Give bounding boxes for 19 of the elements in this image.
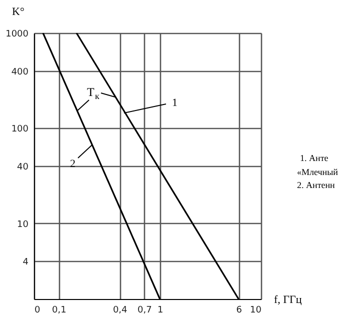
x-tick-label: 6 — [236, 306, 242, 316]
text: 2. Антенн — [297, 180, 336, 190]
y-tick-label: 10 — [17, 220, 29, 230]
x-tick-label: 0,7 — [138, 306, 152, 316]
x-tick-label: 10 — [250, 306, 262, 316]
y-tick-label: 400 — [11, 67, 29, 78]
x-tick-label: 0 — [34, 306, 40, 316]
y-tick-label: 100 — [11, 124, 29, 135]
legend-label: 1 — [172, 97, 178, 109]
y-axis-title: K° — [12, 6, 24, 18]
y-tick-label: 4 — [22, 258, 29, 268]
y-tick-label: 1000 — [6, 30, 29, 40]
text: 1. Анте — [300, 153, 328, 163]
x-tick-label: 1 — [157, 306, 164, 316]
text: «Млечный — [297, 167, 338, 177]
x-tick-label: 0,4 — [112, 306, 128, 316]
x-tick-label: 0,1 — [52, 306, 66, 316]
x-axis-title: f, ГГц — [274, 294, 302, 306]
y-tick-label: 40 — [17, 162, 29, 172]
